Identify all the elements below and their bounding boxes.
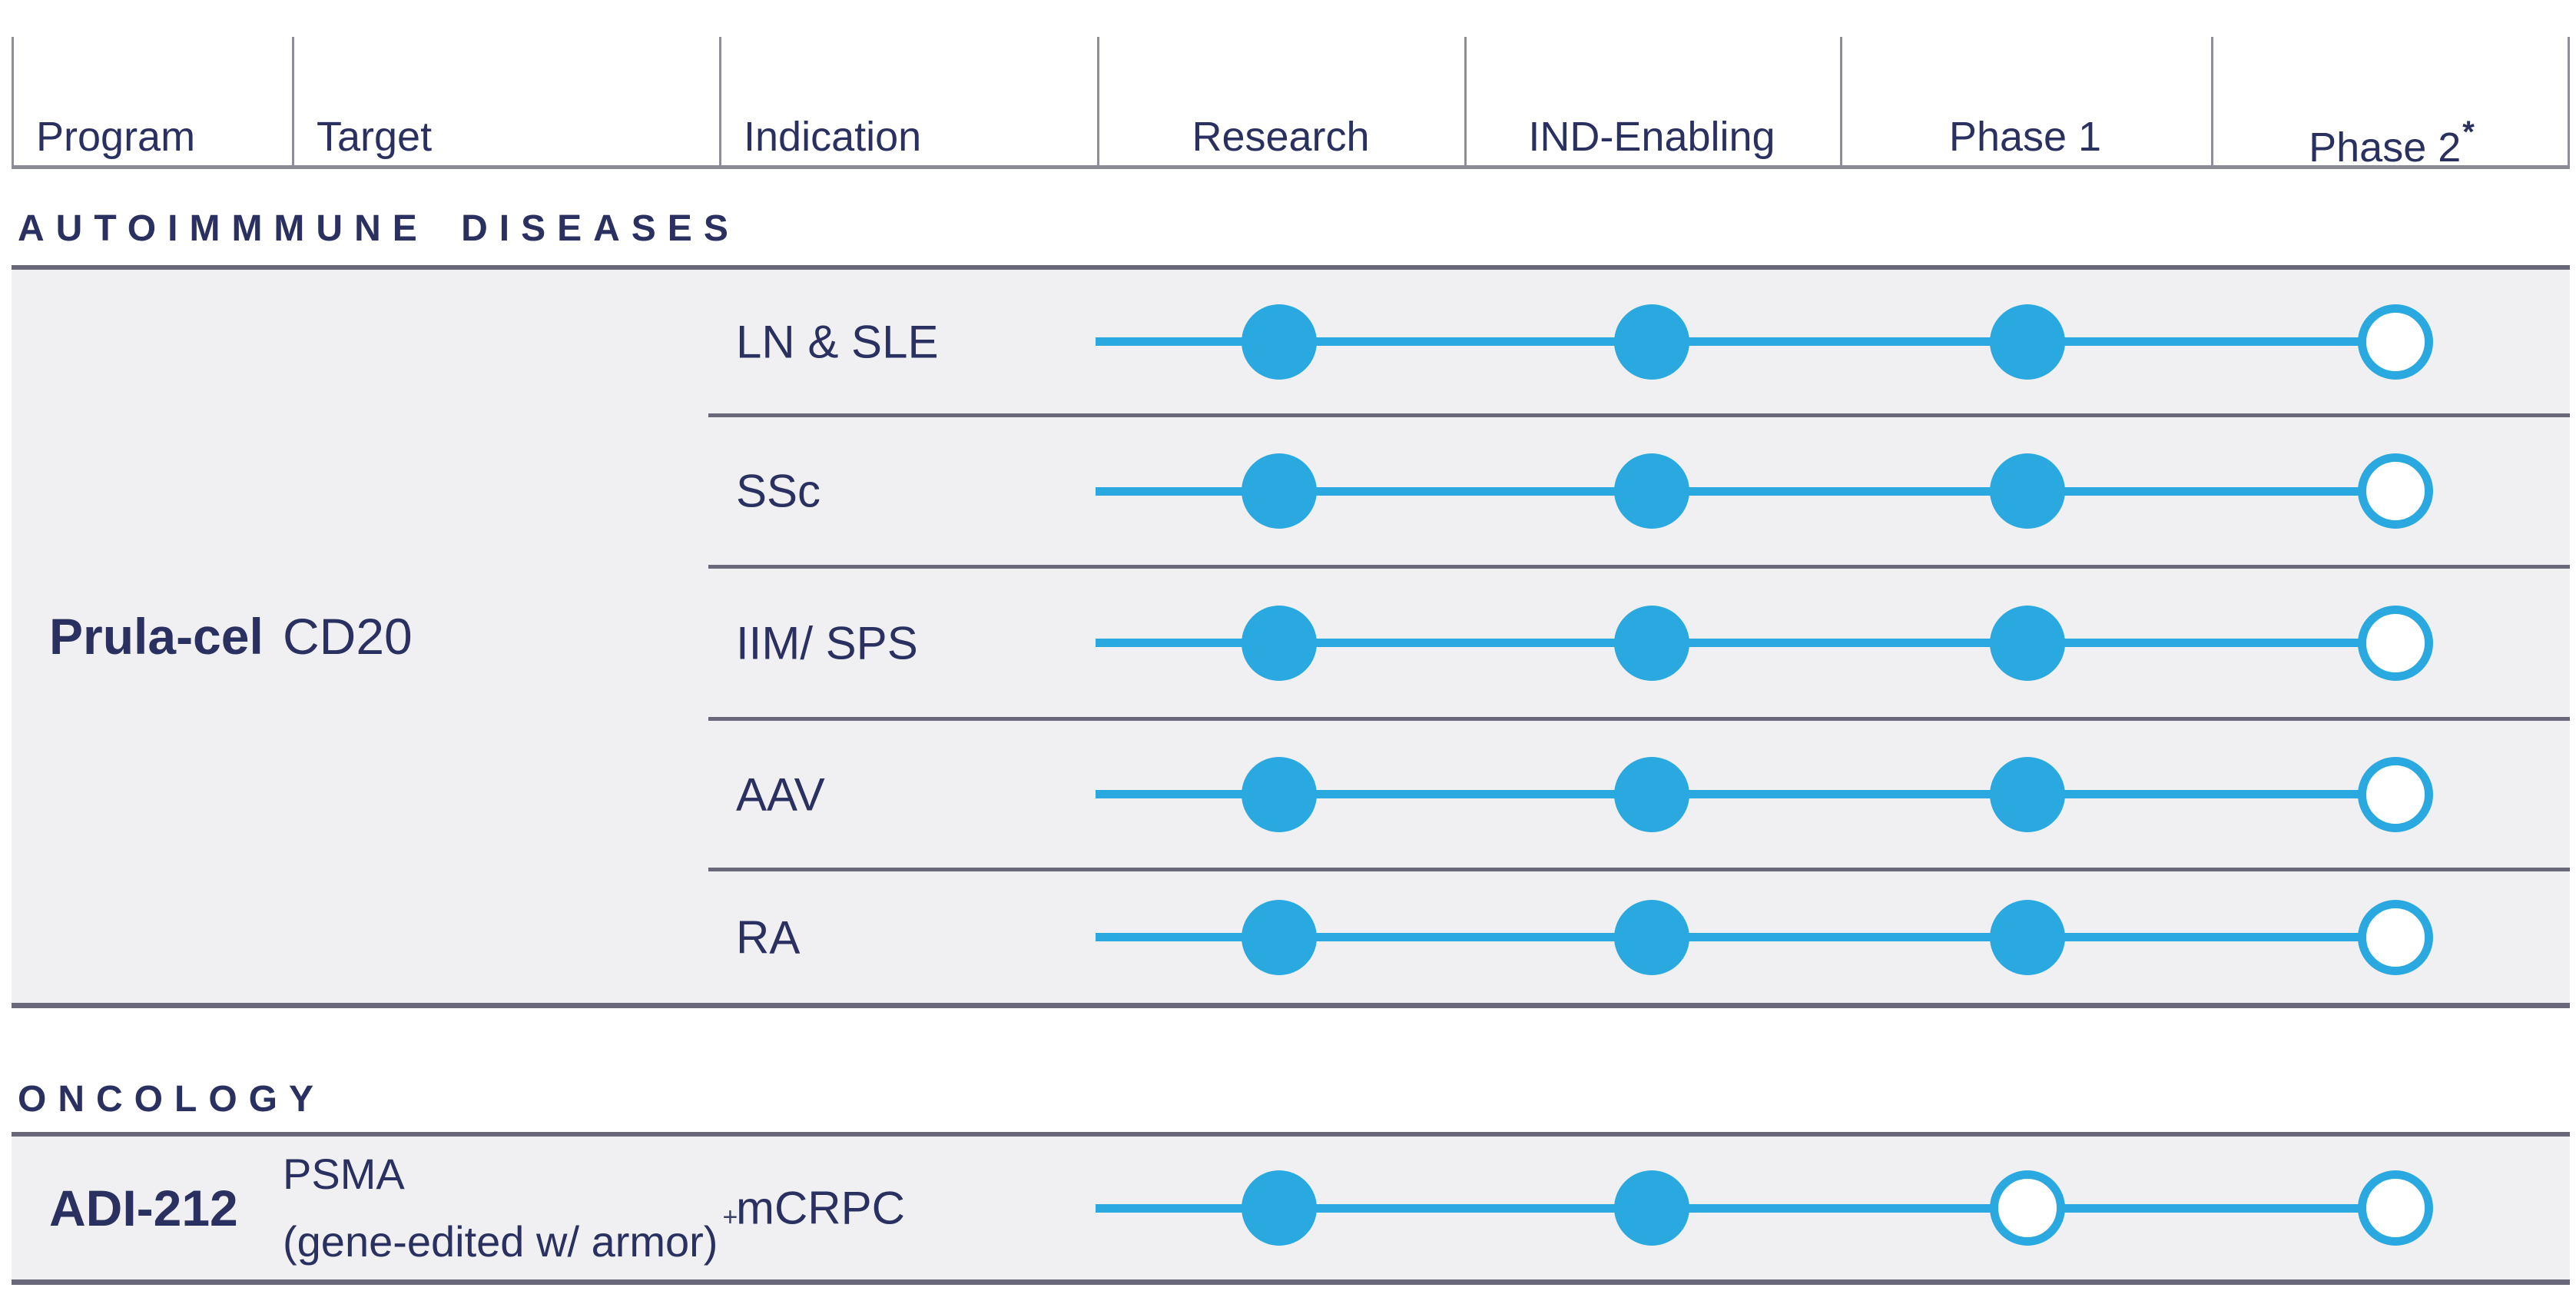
stage-dot-open (2358, 605, 2433, 681)
stage-dot-filled (1242, 756, 1317, 832)
stage-timeline (12, 417, 2570, 565)
stage-dot-filled (1242, 605, 1317, 681)
stage-timeline (12, 270, 2570, 413)
header-bottom-border (12, 165, 2570, 169)
header-divider (1464, 37, 1467, 165)
header-divider (2568, 37, 2570, 165)
indication-label: LN & SLE (736, 316, 939, 367)
column-header-target: Target (317, 114, 433, 160)
section-title-autoimmune: AUTOIMMMUNE DISEASES (18, 208, 740, 249)
header-divider (2211, 37, 2213, 165)
oncology-panel: ADI-212 PSMA (gene-edited w/ armor) + mCR… (12, 1132, 2570, 1285)
phase-2-text: Phase 2 (2309, 124, 2462, 171)
indication-label: mCRPC (736, 1182, 905, 1234)
pipeline-row-ssc: SSc (12, 417, 2570, 565)
autoimmune-panel: Prula-cel CD20 LN & SLE SSc IIM/ SPS AAV (12, 265, 2570, 1008)
stage-dot-filled (1614, 1170, 1689, 1246)
timeline-line (1096, 790, 2395, 798)
row-divider (708, 717, 2570, 721)
pipeline-row-aav: AAV (12, 721, 2570, 868)
header-divider (12, 37, 14, 165)
header-divider (1840, 37, 1842, 165)
stage-dot-filled (1242, 304, 1317, 380)
stage-dot-filled (1990, 605, 2065, 681)
target-name: CD20 (283, 608, 413, 665)
target-plus-superscript: + (722, 1203, 738, 1233)
indication-label: RA (736, 911, 801, 963)
timeline-line (1096, 1203, 2395, 1213)
stage-dot-filled (1990, 453, 2065, 529)
indication-rows: LN & SLE SSc IIM/ SPS AAV RA (12, 270, 2570, 1003)
indication-label: IIM/ SPS (736, 617, 918, 669)
stage-dot-filled (1242, 1170, 1317, 1246)
column-header-program: Program (36, 114, 196, 160)
indication-label: SSc (736, 465, 821, 517)
stage-dot-filled (1614, 304, 1689, 380)
stage-dot-open (1990, 1170, 2065, 1246)
timeline-line (1096, 337, 2395, 346)
column-header-ind-enabling: IND-Enabling (1528, 114, 1775, 160)
indication-rows: mCRPC (12, 1137, 2570, 1279)
header-divider (292, 37, 294, 165)
column-header-research: Research (1192, 114, 1370, 160)
header-divider (1097, 37, 1099, 165)
stage-dot-open (2358, 756, 2433, 832)
stage-dot-filled (1242, 453, 1317, 529)
pipeline-row-ra: RA (12, 871, 2570, 1003)
section-title-oncology: ONCOLOGY (18, 1079, 326, 1120)
stage-timeline (12, 1137, 2570, 1279)
timeline-line (1096, 486, 2395, 496)
stage-dot-open (2358, 304, 2433, 380)
stage-dot-filled (1990, 899, 2065, 975)
indication-label: AAV (736, 768, 825, 820)
target-name: PSMA (gene-edited w/ armor) + (283, 1145, 738, 1271)
row-divider (708, 413, 2570, 417)
program-name: ADI-212 (49, 1180, 238, 1236)
pipeline-row-iim-sps: IIM/ SPS (12, 569, 2570, 717)
stage-timeline (12, 569, 2570, 717)
row-divider (708, 868, 2570, 871)
header-divider (719, 37, 721, 165)
stage-dot-filled (1614, 899, 1689, 975)
target-line-2-text: (gene-edited w/ armor) (283, 1216, 718, 1266)
phase-2-asterisk: * (2462, 115, 2475, 149)
timeline-line (1096, 639, 2395, 647)
program-name: Prula-cel (49, 608, 264, 665)
row-divider (708, 565, 2570, 569)
pipeline-row-mcrpc: mCRPC (12, 1137, 2570, 1279)
column-header-phase-2: Phase 2* (2309, 114, 2475, 171)
column-header-phase-1: Phase 1 (1948, 114, 2102, 160)
stage-timeline (12, 721, 2570, 868)
stage-dot-filled (1990, 756, 2065, 832)
timeline-line (1096, 933, 2395, 941)
stage-timeline (12, 871, 2570, 1003)
column-header-indication: Indication (744, 114, 922, 160)
target-line-1: PSMA (283, 1150, 405, 1199)
stage-dot-filled (1614, 756, 1689, 832)
stage-dot-open (2358, 899, 2433, 975)
pipeline-row-ln-sle: LN & SLE (12, 270, 2570, 413)
stage-dot-filled (1990, 304, 2065, 380)
stage-dot-open (2358, 1170, 2433, 1246)
stage-dot-filled (1614, 605, 1689, 681)
stage-dot-open (2358, 453, 2433, 529)
target-line-2: (gene-edited w/ armor) + (283, 1203, 738, 1271)
stage-dot-filled (1614, 453, 1689, 529)
stage-dot-filled (1242, 899, 1317, 975)
